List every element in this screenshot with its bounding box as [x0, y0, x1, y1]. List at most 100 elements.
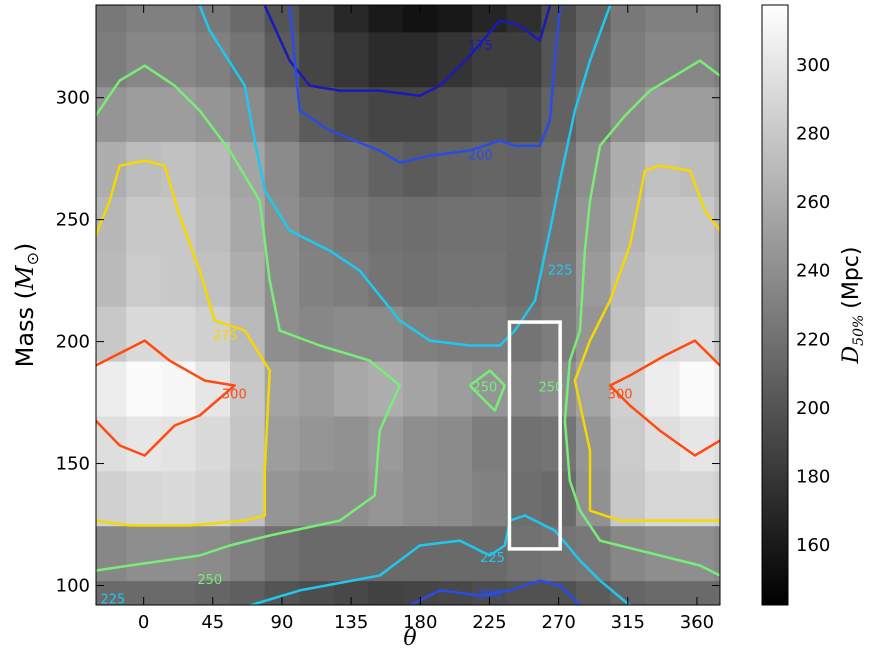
heat-cell	[437, 196, 473, 252]
heat-cell	[403, 415, 439, 472]
heat-cell	[679, 86, 715, 143]
heat-cell	[645, 361, 681, 417]
heat-cell	[403, 31, 439, 88]
heat-cell	[230, 251, 266, 307]
heat-cell	[126, 306, 162, 362]
x-tick-label: 45	[201, 612, 224, 633]
heat-cell	[714, 196, 720, 252]
heat-cell	[195, 415, 231, 472]
heat-cell	[195, 525, 231, 582]
heat-cell	[610, 306, 646, 362]
heat-cell	[437, 5, 473, 33]
heat-cell	[264, 470, 300, 527]
heat-cell	[472, 470, 508, 527]
y-label-text: Mass (	[11, 290, 39, 367]
colorbar-tick-label: 240	[796, 261, 830, 282]
heat-cell	[160, 306, 197, 362]
heat-cell	[333, 31, 369, 88]
heat-cell	[195, 361, 231, 417]
heat-cell	[541, 251, 577, 307]
heat-cell	[230, 415, 266, 472]
heat-cell	[575, 141, 611, 197]
heat-cell	[541, 31, 577, 88]
heat-cell	[610, 525, 646, 582]
heat-cell	[96, 251, 127, 307]
heat-cell	[714, 5, 720, 33]
heat-cell	[714, 86, 720, 143]
colorbar-tick-label: 260	[796, 192, 830, 213]
heat-cell	[264, 86, 300, 143]
heat-cell	[472, 415, 508, 472]
heat-cell	[403, 251, 439, 307]
contour-line	[573, 164, 720, 522]
heat-cell	[714, 251, 720, 307]
heat-cell	[645, 5, 681, 33]
heat-cell	[299, 525, 335, 582]
contour-line	[563, 59, 720, 577]
heat-cell	[126, 525, 162, 582]
heat-cell	[126, 31, 162, 88]
heat-cell	[506, 86, 542, 143]
x-tick-label: 315	[611, 612, 645, 633]
heat-cell	[333, 361, 369, 417]
heat-cell	[96, 525, 127, 582]
heat-cell	[403, 141, 439, 197]
cbar-unit: (Mpc)	[839, 247, 864, 309]
heat-cell	[126, 141, 162, 197]
heat-cell	[264, 306, 300, 362]
contour-line	[409, 579, 581, 605]
heat-cell	[333, 251, 369, 307]
heat-cell	[575, 525, 611, 582]
heat-cell	[368, 5, 404, 33]
heat-cell	[126, 196, 162, 252]
heat-cell	[126, 86, 162, 143]
heat-cell	[506, 196, 542, 252]
heat-cell	[645, 196, 681, 252]
heat-cell	[679, 525, 715, 582]
heat-cell	[299, 306, 335, 362]
colorbar-tick-label: 160	[796, 535, 830, 556]
heat-cell	[160, 580, 197, 605]
heat-cell	[645, 86, 681, 143]
heat-cell	[195, 196, 231, 252]
contour-label: 300	[222, 388, 247, 403]
heat-cell	[160, 525, 197, 582]
heat-cell	[299, 470, 335, 527]
heat-cell	[575, 196, 611, 252]
contour-line	[96, 64, 402, 572]
heat-cell	[160, 86, 197, 143]
y-tick-label: 150	[56, 454, 90, 475]
contour-label: 275	[213, 329, 238, 344]
heat-cell	[645, 580, 681, 605]
heat-cell	[437, 580, 473, 605]
heat-cell	[368, 196, 404, 252]
heat-cell	[333, 306, 369, 362]
y-tick-label: 200	[56, 332, 90, 353]
heat-cell	[403, 470, 439, 527]
heat-cell	[160, 361, 197, 417]
heat-cell	[96, 470, 127, 527]
heat-cell	[714, 470, 720, 527]
contour-label: 200	[477, 588, 502, 603]
heat-cell	[299, 196, 335, 252]
heat-cell	[645, 306, 681, 362]
x-tick-label: 225	[472, 612, 506, 633]
heat-cell	[610, 470, 646, 527]
heat-cell	[230, 5, 266, 33]
heat-cell	[403, 361, 439, 417]
heat-cell	[96, 86, 127, 143]
heat-cell	[160, 31, 197, 88]
y-label-subscript: ⊙	[23, 252, 42, 265]
y-tick-label: 300	[56, 88, 90, 109]
heat-cell	[610, 251, 646, 307]
colorbar-tick-label: 200	[796, 398, 830, 419]
x-tick-label: 135	[334, 612, 368, 633]
colorbar-tick-label: 180	[796, 466, 830, 487]
heatmap	[96, 5, 720, 605]
heat-cell	[506, 361, 542, 417]
heat-cell	[437, 306, 473, 362]
heat-cell	[333, 415, 369, 472]
heat-cell	[437, 470, 473, 527]
y-axis-label: Mass (M⊙)	[11, 243, 42, 368]
